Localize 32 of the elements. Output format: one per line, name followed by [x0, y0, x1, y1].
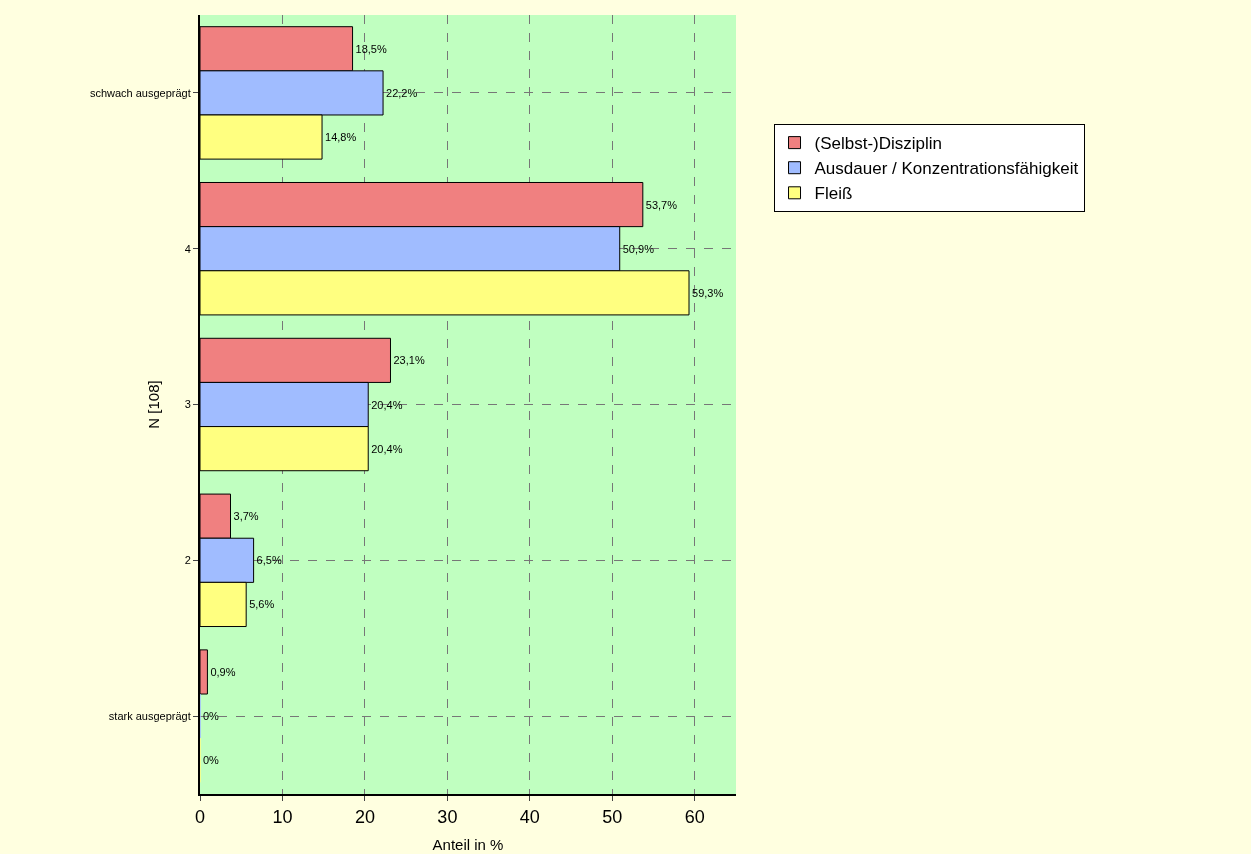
- x-tick-label: 0: [194, 806, 206, 827]
- y-tick-label: stark ausgeprägt: [108, 709, 191, 722]
- data-label: 0%: [203, 710, 220, 723]
- data-label: 22,2%: [386, 86, 418, 99]
- data-label: 0,9%: [210, 665, 236, 678]
- x-tick-label: 30: [437, 806, 458, 827]
- data-label: 5,6%: [249, 598, 275, 611]
- y-tick-label: schwach ausgeprägt: [89, 86, 191, 99]
- y-tick-label: 4: [184, 242, 191, 255]
- x-tick-label: 20: [354, 806, 375, 827]
- y-tick-label: 3: [184, 398, 191, 411]
- data-label: 3,7%: [233, 510, 259, 523]
- data-label: 20,4%: [371, 442, 403, 455]
- data-label: 50,9%: [622, 242, 655, 255]
- y-axis-title: N [108]: [145, 380, 162, 429]
- data-label: 0%: [203, 754, 220, 767]
- x-axis-title: Anteil in %: [432, 836, 504, 853]
- data-label: 14,8%: [325, 131, 357, 144]
- data-label: 6,5%: [256, 554, 282, 567]
- x-tick-label: 10: [272, 806, 293, 827]
- data-label: 20,4%: [371, 398, 403, 411]
- legend-label: Fleiß: [814, 184, 853, 204]
- x-tick-label: 50: [602, 806, 623, 827]
- data-label: 53,7%: [645, 198, 678, 211]
- legend-label: (Selbst-)Disziplin: [814, 134, 943, 154]
- y-tick-label: 2: [184, 554, 191, 567]
- data-label: 18,5%: [355, 42, 387, 55]
- data-label: 23,1%: [393, 354, 425, 367]
- x-tick-label: 40: [519, 806, 540, 827]
- x-tick-label: 60: [684, 806, 705, 827]
- legend-label: Ausdauer / Konzentrationsfähigkeit: [814, 159, 1079, 179]
- data-label: 59,3%: [692, 286, 724, 299]
